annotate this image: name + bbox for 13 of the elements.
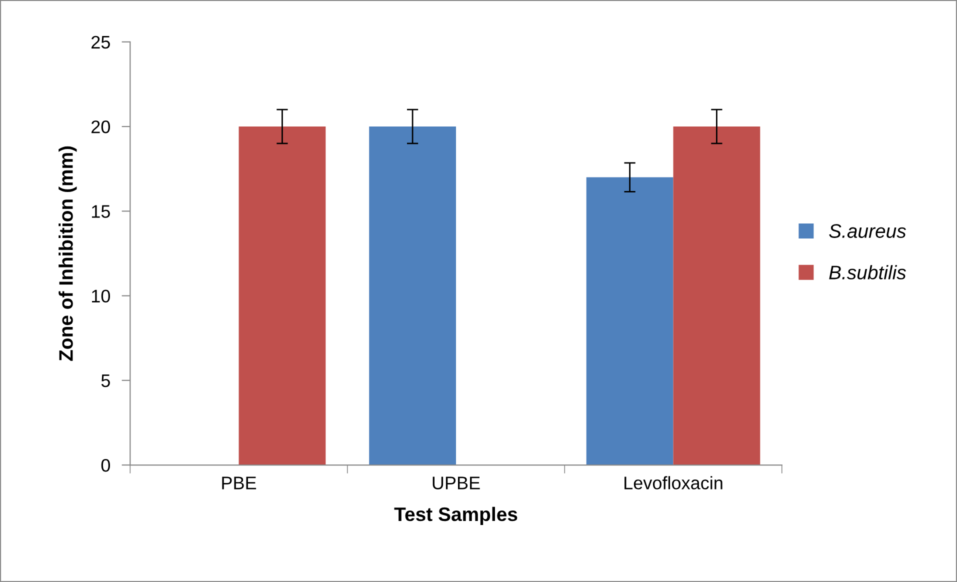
y-tick-label: 5 bbox=[101, 374, 110, 388]
x-axis-title: Test Samples bbox=[394, 506, 518, 525]
x-tick-label: Levofloxacin bbox=[624, 476, 722, 490]
y-tick-label: 10 bbox=[92, 290, 110, 302]
y-tick-label: 0 bbox=[101, 458, 110, 472]
x-tick-label: UPBE bbox=[432, 476, 480, 490]
x-tick-label: PBE bbox=[222, 476, 256, 490]
y-tick-label: 25 bbox=[92, 36, 110, 49]
legend-label: S.aureus bbox=[829, 224, 906, 238]
y-tick-label: 15 bbox=[92, 205, 110, 218]
legend-label: B.subtilis bbox=[829, 265, 906, 280]
y-axis-title: Zone of Inhibition (mm) bbox=[58, 146, 77, 361]
y-tick-label: 20 bbox=[92, 120, 110, 134]
